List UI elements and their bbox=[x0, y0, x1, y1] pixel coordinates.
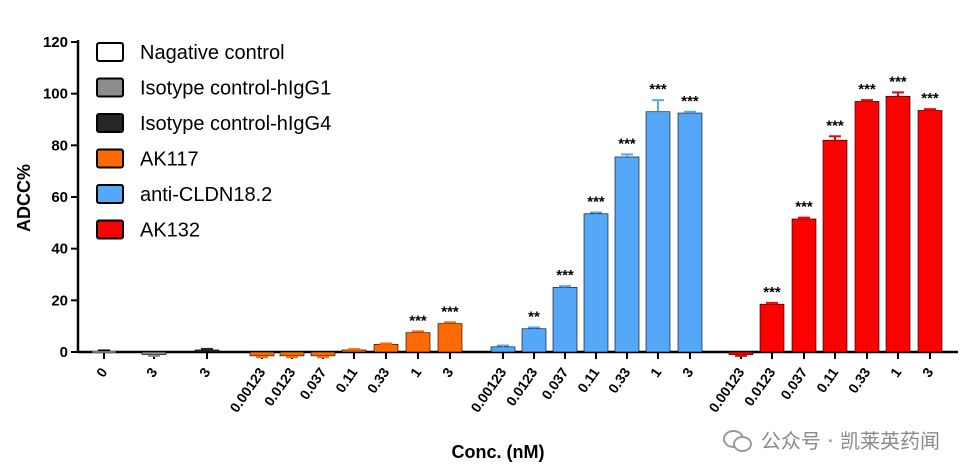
significance-label: *** bbox=[587, 194, 605, 211]
bar bbox=[279, 351, 305, 357]
significance-label: *** bbox=[795, 199, 813, 216]
significance-label: *** bbox=[763, 284, 781, 301]
x-tick-label: 0.0123 bbox=[261, 364, 299, 408]
x-tick-label: 0.037 bbox=[296, 364, 329, 402]
x-tick-label: 3 bbox=[679, 364, 697, 380]
x-tick-label: 1 bbox=[407, 364, 425, 380]
x-tick-label: 3 bbox=[196, 364, 214, 380]
x-tick-label: 0 bbox=[93, 364, 111, 380]
significance-label: *** bbox=[826, 117, 844, 134]
significance-label: ** bbox=[528, 308, 540, 325]
significance-label: *** bbox=[618, 135, 636, 152]
x-tick-label: 0.11 bbox=[332, 364, 360, 395]
significance-label: *** bbox=[921, 90, 939, 107]
wechat-icon bbox=[722, 428, 753, 452]
x-axis-title: Conc. (nM) bbox=[452, 442, 545, 462]
significance-label: *** bbox=[858, 81, 876, 98]
bar bbox=[437, 323, 463, 353]
x-tick-label: 0.00123 bbox=[467, 364, 509, 415]
legend-label: AK132 bbox=[140, 220, 200, 242]
bar bbox=[614, 156, 640, 353]
bar bbox=[194, 349, 220, 353]
y-axis-title: ADCC% bbox=[14, 164, 34, 232]
x-tick-label: 0.0123 bbox=[503, 364, 541, 408]
bar bbox=[917, 110, 943, 353]
bar bbox=[822, 139, 848, 353]
bar bbox=[552, 287, 578, 353]
legend-label: Isotype control-hIgG1 bbox=[140, 78, 331, 100]
x-tick-label: 0.33 bbox=[605, 364, 634, 396]
watermark: 公众号 · 凯莱英药闻 bbox=[722, 425, 940, 454]
bar bbox=[249, 351, 275, 357]
significance-label: *** bbox=[681, 93, 699, 110]
x-tick-label: 0.11 bbox=[813, 364, 841, 395]
x-tick-label: 0.33 bbox=[845, 364, 874, 396]
y-tick-label: 60 bbox=[51, 189, 68, 206]
bar bbox=[854, 101, 880, 353]
bar bbox=[490, 346, 516, 353]
significance-label: *** bbox=[556, 267, 574, 284]
bar bbox=[521, 328, 547, 353]
y-tick-label: 80 bbox=[51, 137, 68, 154]
x-tick-label: 0.037 bbox=[777, 364, 810, 402]
legend-swatch bbox=[96, 184, 124, 204]
x-tick-label: 3 bbox=[143, 364, 161, 380]
bar bbox=[645, 111, 671, 353]
x-tick-label: 3 bbox=[919, 364, 937, 380]
significance-label: *** bbox=[889, 73, 907, 90]
bar bbox=[373, 343, 399, 353]
x-tick-label: 1 bbox=[647, 364, 665, 380]
x-tick-label: 3 bbox=[439, 364, 457, 380]
legend-swatch bbox=[96, 219, 124, 240]
y-tick-label: 100 bbox=[43, 86, 68, 103]
legend-swatch bbox=[96, 113, 124, 133]
y-tick-label: 20 bbox=[51, 292, 68, 309]
bar bbox=[141, 351, 167, 355]
legend-label: Nagative control bbox=[140, 42, 285, 64]
bar bbox=[728, 351, 754, 355]
bar bbox=[791, 218, 817, 353]
y-tick-label: 40 bbox=[51, 241, 68, 258]
bar bbox=[677, 112, 703, 353]
x-tick-label: 0.33 bbox=[364, 364, 393, 396]
bar bbox=[759, 303, 785, 353]
y-tick-label: 120 bbox=[43, 34, 68, 51]
legend-swatch bbox=[96, 42, 124, 62]
legend: Nagative control Isotype control-hIgG1 Iso… bbox=[96, 42, 331, 242]
legend-swatch bbox=[96, 148, 124, 169]
bar bbox=[341, 349, 367, 353]
legend-label: anti-CLDN18.2 bbox=[140, 184, 272, 206]
y-tick-label: 0 bbox=[60, 344, 68, 361]
legend-swatch bbox=[96, 77, 124, 98]
significance-label: *** bbox=[409, 312, 427, 329]
watermark-text: 公众号 · 凯莱英药闻 bbox=[760, 429, 940, 453]
bar bbox=[405, 332, 431, 353]
bars: ****** ***************************** *****… bbox=[91, 73, 943, 359]
x-tick-label: 1 bbox=[887, 364, 905, 380]
bar bbox=[310, 351, 336, 357]
x-tick-label: 0.0123 bbox=[741, 364, 779, 408]
legend-label: Isotype control-hIgG4 bbox=[140, 113, 331, 135]
bar bbox=[583, 213, 609, 353]
x-tick-label: 0.00123 bbox=[705, 364, 747, 415]
bar bbox=[885, 95, 911, 353]
x-tick-label: 0.037 bbox=[538, 364, 571, 402]
x-tick-label: 0.11 bbox=[574, 364, 602, 395]
significance-label: *** bbox=[649, 81, 667, 98]
x-tick-label: 0.00123 bbox=[226, 364, 268, 415]
significance-label: *** bbox=[441, 303, 459, 320]
legend-label: AK117 bbox=[140, 149, 199, 171]
